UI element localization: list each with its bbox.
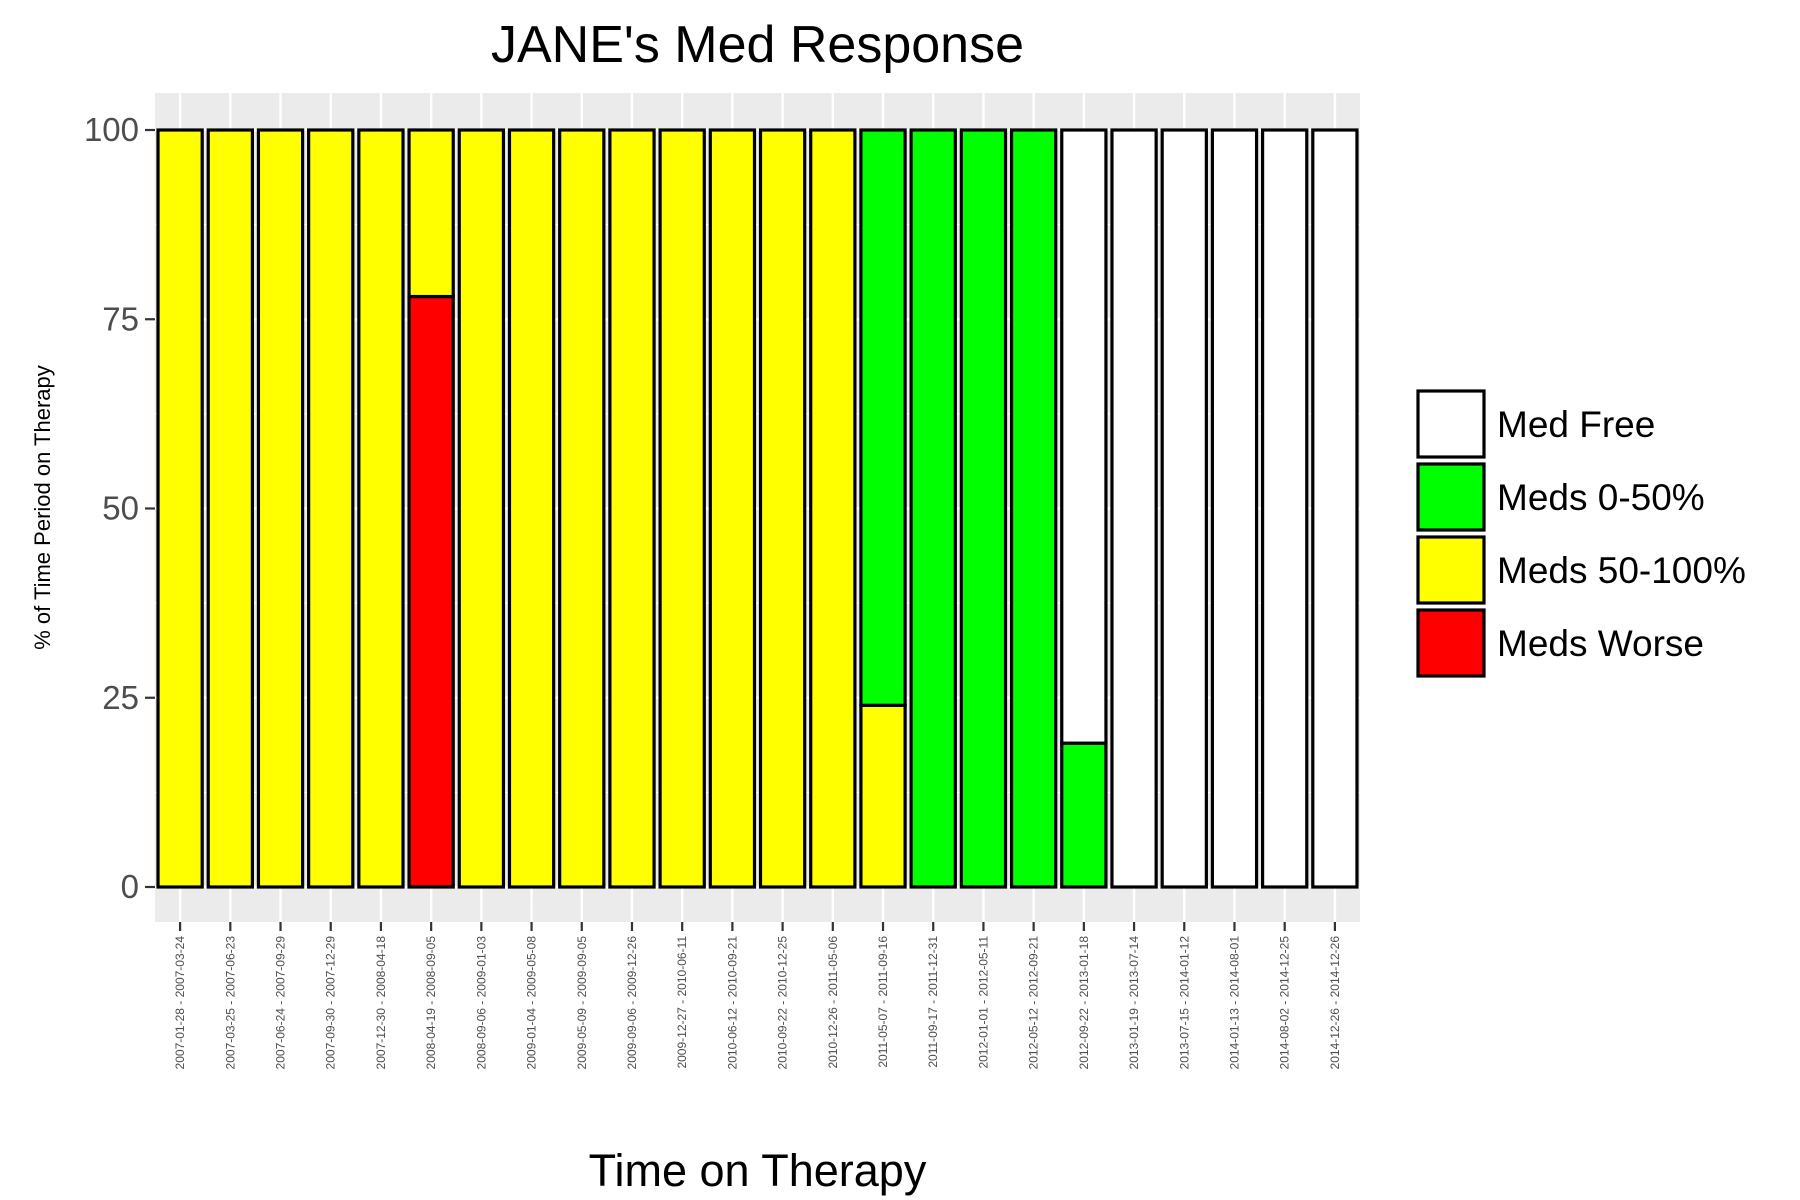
x-tick-label: 2008-09-06 - 2009-01-03 [474, 936, 488, 1070]
x-tick-label: 2011-05-07 - 2011-09-16 [876, 936, 890, 1068]
bar-segment-meds-0-50 [1009, 128, 1058, 889]
y-tick-label: 50 [102, 490, 139, 527]
bar-segment-meds-50-100 [558, 128, 606, 889]
y-tick-label: 25 [102, 679, 139, 716]
legend-key-meds-worse [1416, 608, 1486, 678]
legend-key-med-free [1416, 389, 1486, 459]
x-tick-label: 2010-06-12 - 2010-09-21 [725, 936, 739, 1070]
legend-label: Meds Worse [1497, 623, 1704, 664]
bar-segment-meds-50-100 [758, 128, 807, 889]
x-tick-label: 2013-01-19 - 2013-07-14 [1127, 936, 1141, 1070]
bar-segment-meds-50-100 [507, 128, 556, 889]
x-tick-label: 2014-12-26 - 2014-12-26 [1328, 936, 1342, 1070]
bar-segment-med-free [1260, 128, 1309, 889]
x-tick-label: 2014-08-02 - 2014-12-25 [1278, 936, 1292, 1070]
bar-segment-med-free [1060, 128, 1108, 745]
x-tick-label: 2010-09-22 - 2010-12-25 [776, 936, 790, 1070]
bar-segment-med-free [1110, 128, 1158, 889]
bar-segment-med-free [1210, 128, 1259, 889]
legend-label: Meds 0-50% [1497, 477, 1705, 518]
legend-label: Meds 50-100% [1497, 550, 1746, 591]
y-tick-label: 0 [121, 868, 139, 905]
x-tick-label: 2007-09-30 - 2007-12-29 [324, 936, 338, 1070]
x-tick-label: 2011-09-17 - 2011-12-31 [926, 936, 940, 1068]
x-tick-label: 2007-01-28 - 2007-03-24 [173, 936, 187, 1070]
bar-segment-med-free [1311, 128, 1359, 889]
x-tick-label: 2009-09-06 - 2009-12-26 [625, 936, 639, 1070]
bar-segment-meds-50-100 [256, 128, 305, 889]
legend: Med Free Meds 0-50% Meds 50-100% Meds Worse [1416, 389, 1746, 678]
bar-segment-meds-0-50 [859, 128, 907, 707]
bar-segment-meds-50-100 [859, 703, 907, 889]
x-axis: 2007-01-28 - 2007-03-24 2007-03-25 - 2007… [173, 922, 1342, 1069]
chart-title: JANE's Med Response [491, 16, 1024, 74]
x-tick-label: 2010-12-26 - 2011-05-06 [826, 936, 840, 1069]
bar-segment-meds-50-100 [206, 128, 255, 889]
legend-key-meds-0-50 [1416, 462, 1486, 532]
x-tick-label: 2012-01-01 - 2012-05-11 [976, 936, 990, 1069]
legend-key-meds-50-100 [1416, 535, 1486, 605]
bar-segment-meds-50-100 [658, 128, 706, 889]
y-axis-title: % of Time Period on Therapy [30, 365, 55, 650]
bar-segment-meds-50-100 [809, 128, 857, 889]
x-tick-label: 2013-07-15 - 2014-01-12 [1177, 936, 1191, 1070]
bar-segment-meds-50-100 [307, 128, 355, 889]
bar-segment-meds-50-100 [457, 128, 506, 889]
bar-segment-meds-0-50 [959, 128, 1008, 889]
x-tick-label: 2009-05-09 - 2009-09-05 [575, 936, 589, 1070]
bar-segment-meds-0-50 [909, 128, 957, 889]
x-tick-label: 2012-05-12 - 2012-09-21 [1027, 936, 1041, 1070]
bar-segment-meds-50-100 [407, 128, 455, 299]
x-axis-title: Time on Therapy [589, 1145, 927, 1196]
x-tick-label: 2014-01-13 - 2014-08-01 [1227, 936, 1241, 1070]
bars [156, 128, 1359, 889]
x-tick-label: 2007-12-30 - 2008-04-18 [374, 936, 388, 1070]
y-tick-label: 100 [84, 111, 139, 148]
bar-segment-meds-0-50 [1060, 741, 1108, 889]
bar-segment-med-free [1160, 128, 1208, 889]
bar-segment-meds-50-100 [708, 128, 757, 889]
x-tick-label: 2012-09-22 - 2013-01-18 [1077, 936, 1091, 1070]
x-tick-label: 2008-04-19 - 2008-09-05 [424, 936, 438, 1070]
x-tick-label: 2009-01-04 - 2009-05-08 [525, 936, 539, 1070]
bar-segment-meds-50-100 [608, 128, 656, 889]
bar-segment-meds-50-100 [357, 128, 405, 889]
bar-segment-meds-50-100 [156, 128, 204, 889]
bar-segment-meds-worse [407, 294, 455, 889]
y-axis: 0 25 50 75 100 [84, 111, 155, 905]
y-tick-label: 75 [102, 300, 139, 337]
x-tick-label: 2007-03-25 - 2007-06-23 [223, 936, 237, 1070]
x-tick-label: 2007-06-24 - 2007-09-29 [274, 936, 288, 1070]
legend-label: Med Free [1497, 404, 1655, 445]
x-tick-label: 2009-12-27 - 2010-06-11 [675, 936, 689, 1069]
